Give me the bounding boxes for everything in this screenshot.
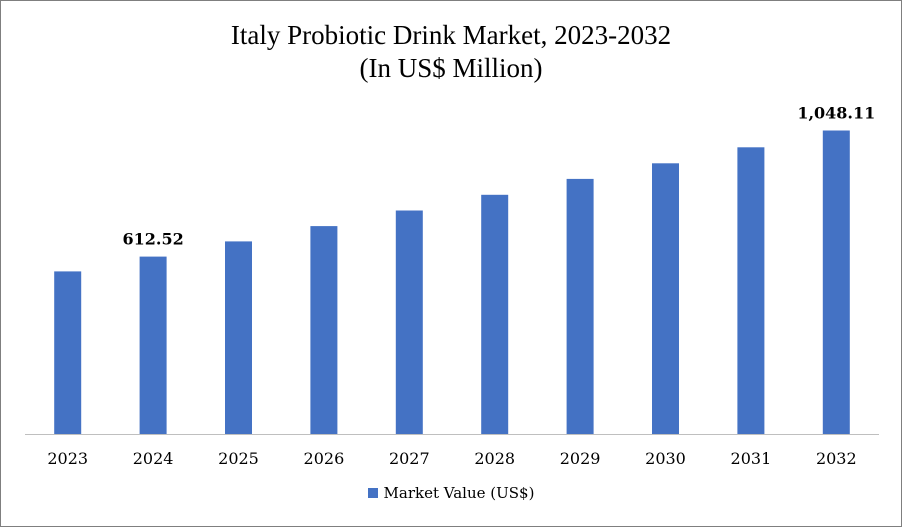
x-tick-label: 2030 — [645, 449, 686, 468]
x-tick-label: 2023 — [47, 449, 88, 468]
x-tick-label: 2027 — [389, 449, 430, 468]
legend: Market Value (US$) — [1, 484, 901, 502]
x-tick-label: 2028 — [474, 449, 515, 468]
x-tick-label: 2032 — [816, 449, 857, 468]
x-tick-label: 2026 — [304, 449, 345, 468]
bar-2024 — [139, 256, 167, 434]
legend-swatch — [367, 488, 378, 498]
bar-2031 — [737, 147, 765, 435]
x-tick-label: 2031 — [731, 449, 772, 468]
chart-title: Italy Probiotic Drink Market, 2023-2032 … — [1, 19, 901, 85]
chart-title-line1: Italy Probiotic Drink Market, 2023-2032 — [230, 20, 672, 50]
bar-2026 — [310, 226, 338, 434]
bar-2030 — [652, 163, 679, 435]
chart-title-line2: (In US$ Million) — [359, 53, 543, 83]
bar-2023 — [54, 271, 82, 434]
x-tick-label: 2029 — [560, 449, 601, 468]
data-label: 612.52 — [122, 230, 183, 249]
bar-2028 — [481, 194, 509, 434]
bar-2032 — [822, 130, 850, 434]
x-tick-label: 2025 — [218, 449, 259, 468]
bar-2029 — [566, 178, 594, 434]
x-tick-label: 2024 — [133, 449, 174, 468]
data-label: 1,048.11 — [797, 104, 875, 123]
legend-label: Market Value (US$) — [383, 484, 535, 502]
bar-2025 — [225, 241, 252, 434]
bar-2027 — [395, 210, 423, 434]
